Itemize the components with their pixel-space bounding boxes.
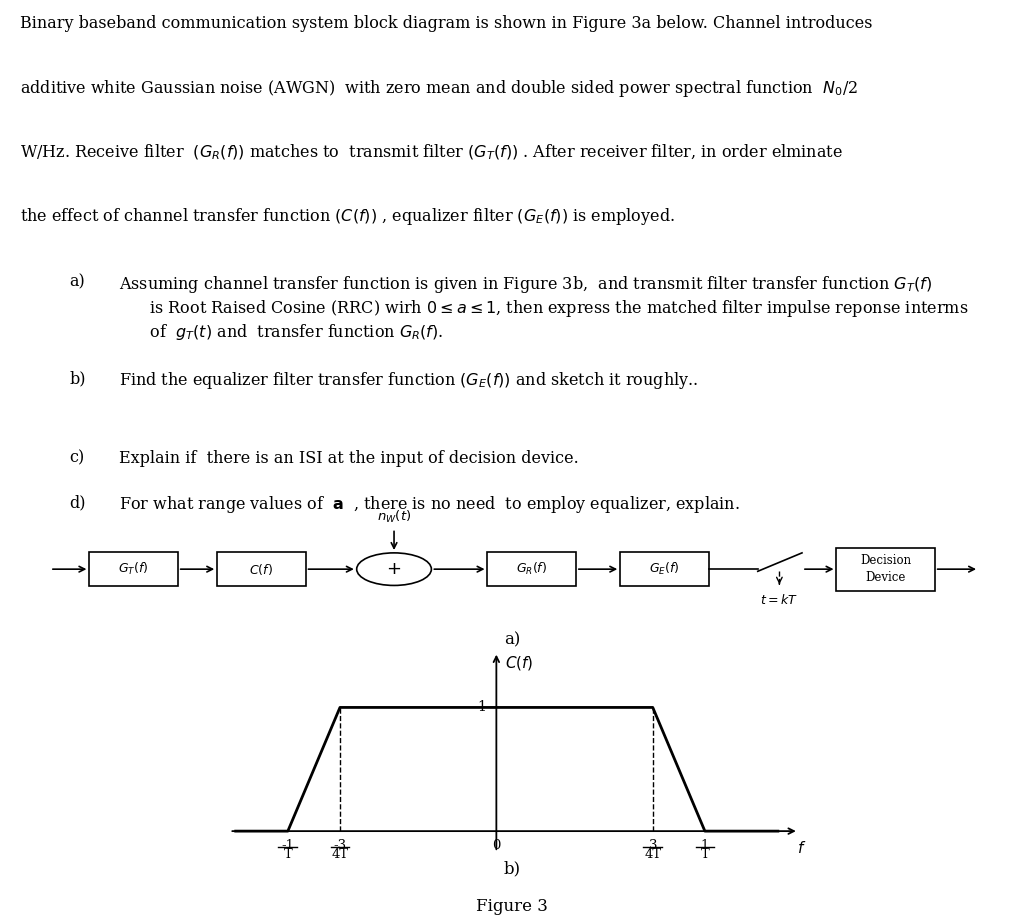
Text: 4T: 4T bbox=[332, 848, 348, 861]
FancyBboxPatch shape bbox=[837, 548, 935, 590]
Text: $f$: $f$ bbox=[797, 840, 806, 856]
Text: T: T bbox=[284, 848, 292, 861]
Text: additive white Gaussian noise (AWGN)  with zero mean and double sided power spec: additive white Gaussian noise (AWGN) wit… bbox=[20, 78, 858, 99]
Text: Assuming channel transfer function is given in Figure 3b,  and transmit filter t: Assuming channel transfer function is gi… bbox=[119, 274, 969, 341]
Text: 4T: 4T bbox=[644, 848, 662, 861]
Text: $G_E(f)$: $G_E(f)$ bbox=[649, 561, 680, 577]
Circle shape bbox=[356, 553, 431, 586]
Text: b): b) bbox=[504, 860, 520, 877]
Text: -1: -1 bbox=[282, 838, 294, 852]
Text: c): c) bbox=[70, 450, 85, 466]
Text: $G_T(f)$: $G_T(f)$ bbox=[119, 561, 148, 577]
Text: $C(f)$: $C(f)$ bbox=[250, 562, 273, 577]
Text: 1: 1 bbox=[700, 838, 709, 852]
Text: the effect of channel transfer function $(C(f))$ , equalizer filter $(G_E(f))$ i: the effect of channel transfer function … bbox=[20, 207, 676, 227]
Text: d): d) bbox=[70, 494, 86, 511]
Text: T: T bbox=[700, 848, 710, 861]
Text: Figure 3: Figure 3 bbox=[476, 899, 548, 915]
Text: $C(f)$: $C(f)$ bbox=[505, 655, 534, 672]
Text: 1: 1 bbox=[477, 700, 486, 714]
Text: Decision
Device: Decision Device bbox=[860, 554, 911, 584]
Text: $n_W(t)$: $n_W(t)$ bbox=[377, 509, 412, 525]
Text: 3: 3 bbox=[648, 838, 657, 852]
Text: b): b) bbox=[70, 370, 86, 387]
FancyBboxPatch shape bbox=[621, 552, 709, 587]
FancyBboxPatch shape bbox=[217, 552, 305, 587]
Text: For what range values of  $\mathbf{a}$  , there is no need  to employ equalizer,: For what range values of $\mathbf{a}$ , … bbox=[119, 494, 739, 515]
Text: -3: -3 bbox=[334, 838, 346, 852]
Text: a): a) bbox=[504, 632, 520, 649]
FancyBboxPatch shape bbox=[89, 552, 178, 587]
Text: $t = kT$: $t = kT$ bbox=[761, 593, 799, 607]
Text: $+$: $+$ bbox=[386, 560, 401, 578]
Text: $G_R(f)$: $G_R(f)$ bbox=[516, 561, 547, 577]
Text: Explain if  there is an ISI at the input of decision device.: Explain if there is an ISI at the input … bbox=[119, 450, 579, 466]
Text: W/Hz. Receive filter  $(G_R(f))$ matches to  transmit filter $(G_T(f))$ . After : W/Hz. Receive filter $(G_R(f))$ matches … bbox=[20, 142, 844, 162]
Text: a): a) bbox=[70, 274, 85, 291]
Text: Find the equalizer filter transfer function $(G_E(f))$ and sketch it roughly..: Find the equalizer filter transfer funct… bbox=[119, 370, 698, 391]
Text: Binary baseband communication system block diagram is shown in Figure 3a below. : Binary baseband communication system blo… bbox=[20, 15, 873, 31]
Text: 0: 0 bbox=[493, 838, 501, 852]
FancyBboxPatch shape bbox=[487, 552, 575, 587]
